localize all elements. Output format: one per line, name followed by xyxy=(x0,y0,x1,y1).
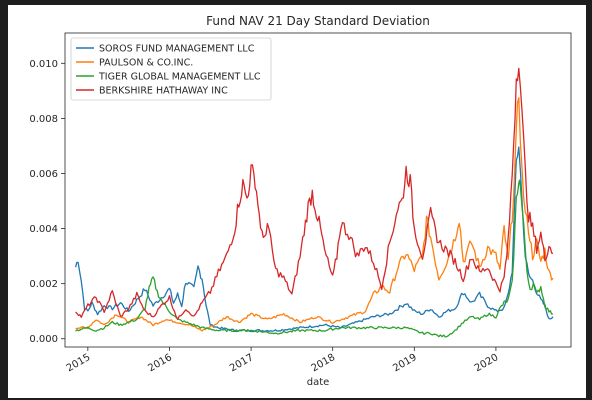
y-tick-label: 0.010 xyxy=(29,59,58,70)
axes: 0.000 0.002 0.004 0.006 0.008 0.010 2015 2016 20… xyxy=(29,59,500,375)
y-tick-label: 0.006 xyxy=(29,169,58,180)
series-line-tiger-global-management-llc xyxy=(75,179,554,338)
chart-panel: Fund NAV 21 Day Standard Deviation 0.000… xyxy=(8,5,586,398)
axes-frame xyxy=(64,32,572,348)
legend: SOROS FUND MANAGEMENT LLC PAULSON & CO.IN… xyxy=(70,37,272,101)
y-tick-label: 0.002 xyxy=(29,279,58,290)
chart-title: Fund NAV 21 Day Standard Deviation xyxy=(206,14,430,28)
x-tick-label: 2018 xyxy=(310,352,338,374)
line-chart: Fund NAV 21 Day Standard Deviation 0.000… xyxy=(29,14,572,388)
plot-area xyxy=(74,67,554,338)
x-tick-label: 2015 xyxy=(65,352,93,374)
legend-entry: BERKSHIRE HATHAWAY INC xyxy=(99,86,228,97)
x-axis-label: date xyxy=(307,377,330,388)
series-line-soros-fund-management-llc xyxy=(74,146,554,333)
x-tick-label: 2016 xyxy=(146,352,174,374)
y-tick-label: 0.008 xyxy=(29,114,58,125)
series-line-berkshire-hathaway-inc xyxy=(75,67,554,321)
y-tick-label: 0.004 xyxy=(29,224,58,235)
y-tick-label: 0.000 xyxy=(29,334,58,345)
series-line-paulson-co-inc xyxy=(75,97,554,332)
legend-entry: PAULSON & CO.INC. xyxy=(99,58,193,69)
x-tick-label: 2020 xyxy=(473,352,501,374)
legend-entry: SOROS FUND MANAGEMENT LLC xyxy=(99,44,255,55)
x-tick-label: 2017 xyxy=(228,352,256,374)
legend-entry: TIGER GLOBAL MANAGEMENT LLC xyxy=(98,72,261,83)
legend-box xyxy=(70,37,272,101)
x-tick-label: 2019 xyxy=(391,352,419,374)
